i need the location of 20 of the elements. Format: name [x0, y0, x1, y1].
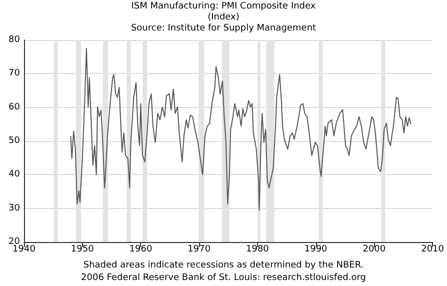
source-note: Source: Institute for Supply Management — [130, 24, 317, 34]
chart-title: ISM Manufacturing: PMI Composite Index — [131, 2, 316, 12]
chart-subtitle: (Index) — [208, 12, 240, 22]
y-tick-label: 50 — [8, 136, 20, 146]
x-tick-label: 1970 — [188, 244, 211, 254]
y-tick-label: 30 — [8, 203, 20, 214]
text: Shaded areas indicate recessions as determined by the NBER. — [83, 260, 364, 270]
x-tick-label: 1940 — [12, 244, 36, 254]
x-tick-label: 1950 — [70, 244, 94, 254]
x-tick-label: 1990 — [304, 244, 328, 254]
x-tick-label: 1980 — [246, 244, 270, 254]
y-tick-label: 80 — [8, 35, 20, 45]
y-tick-label: 60 — [8, 102, 20, 112]
x-tick-label: 2010 — [421, 244, 444, 254]
text: 2006 Federal Reserve Bank of St. Louis: research.stlouisfed.org — [81, 273, 366, 283]
y-tick-label: 40 — [8, 170, 20, 180]
y-tick-label: 70 — [8, 68, 20, 79]
x-tick-label: 1960 — [129, 244, 152, 254]
line-series — [70, 48, 412, 211]
x-tick-label: 2000 — [362, 244, 386, 254]
